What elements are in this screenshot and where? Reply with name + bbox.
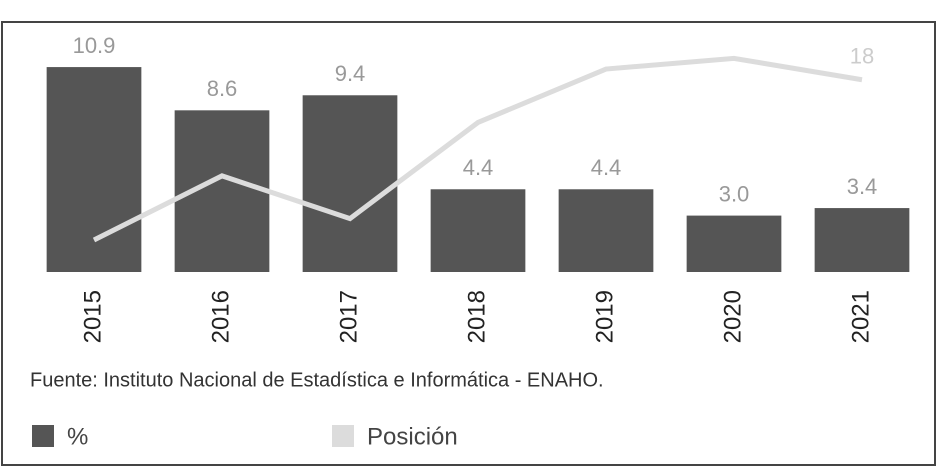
bar <box>46 67 142 272</box>
legend-swatch <box>332 425 354 447</box>
data-label: 10.9 <box>73 33 116 58</box>
bar <box>814 208 910 272</box>
data-label: 4.4 <box>463 155 494 180</box>
bar <box>558 189 654 272</box>
source-note: Fuente: Instituto Nacional de Estadístic… <box>30 369 604 391</box>
data-label: 3.0 <box>719 181 750 206</box>
legend-label: Posición <box>367 423 458 450</box>
data-label: 4.4 <box>591 155 622 180</box>
data-label: 18 <box>850 44 874 69</box>
x-tick-label: 2015 <box>79 290 106 343</box>
bar <box>686 215 782 272</box>
bar <box>302 95 398 272</box>
data-label: 3.4 <box>847 174 878 199</box>
x-tick-label: 2016 <box>207 290 234 343</box>
x-tick-label: 2020 <box>719 290 746 343</box>
x-tick-label: 2018 <box>463 290 490 343</box>
x-tick-label: 2021 <box>847 290 874 343</box>
line <box>92 55 863 243</box>
x-tick-label: 2017 <box>335 290 362 343</box>
data-label: 8.6 <box>207 76 238 101</box>
bar <box>430 189 526 272</box>
data-label: 9.4 <box>335 61 366 86</box>
legend-label: % <box>67 423 88 450</box>
frame <box>1 21 936 466</box>
x-tick-label: 2019 <box>591 290 618 343</box>
legend-swatch <box>32 425 54 447</box>
